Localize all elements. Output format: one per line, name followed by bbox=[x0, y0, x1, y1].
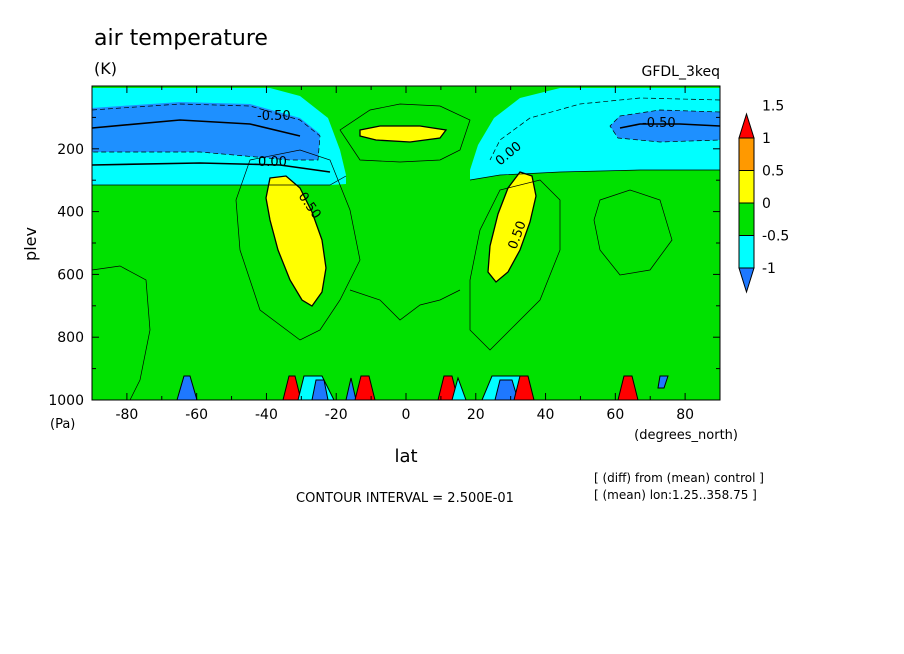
y-tick-label: 400 bbox=[57, 205, 84, 221]
x-tick-label: 60 bbox=[606, 407, 624, 423]
colorbar-segment bbox=[738, 202, 755, 236]
x-tick-label: -40 bbox=[255, 407, 278, 423]
colorbar-max-cap bbox=[738, 112, 755, 139]
contour-thin-5 bbox=[91, 265, 151, 401]
colorbar-label: -1 bbox=[762, 261, 776, 277]
contour-thin-3 bbox=[469, 179, 561, 351]
chart-title: air temperature bbox=[94, 26, 268, 51]
colorbar-segment bbox=[738, 137, 755, 171]
warm-anomaly-nh bbox=[487, 171, 537, 283]
y-tick-label: 600 bbox=[57, 267, 84, 283]
cold-core-nh bbox=[610, 110, 720, 142]
x-tick-label: 40 bbox=[537, 407, 555, 423]
contour-thin-1 bbox=[235, 149, 361, 341]
contour-dashed-sh bbox=[91, 103, 321, 161]
x-tick-label: -20 bbox=[325, 407, 348, 423]
x-tick-label: 80 bbox=[676, 407, 694, 423]
x-tick-label: 0 bbox=[402, 407, 411, 423]
colorbar-label: 0.5 bbox=[762, 164, 784, 180]
contour-label: 0.00 bbox=[258, 155, 287, 170]
y-tick-label: 1000 bbox=[48, 393, 84, 409]
surface-cold-5 bbox=[657, 375, 669, 389]
contour-thin-2 bbox=[339, 103, 471, 163]
colorbar-segment bbox=[738, 235, 755, 269]
contour-lines bbox=[91, 97, 721, 401]
colorbar-label: 1 bbox=[762, 131, 771, 147]
contour-zero-nh bbox=[469, 169, 720, 181]
colorbar-label: 1.5 bbox=[762, 99, 784, 115]
contour-dashed-nh bbox=[609, 109, 721, 143]
y-tick-label: 200 bbox=[57, 142, 84, 158]
x-axis-label: lat bbox=[394, 446, 417, 467]
y-axis-label: plev bbox=[21, 227, 40, 261]
note-mean: [ (mean) lon:1.25..358.75 ] bbox=[594, 488, 757, 502]
x-axis: -80 -60 -40 -20 0 20 40 60 80 bbox=[91, 86, 721, 423]
labeled-contours bbox=[91, 119, 721, 173]
dataset-label: GFDL_3keq bbox=[642, 64, 721, 80]
contour-zero-sh bbox=[92, 175, 347, 186]
note-diff: [ (diff) from (mean) control ] bbox=[594, 471, 764, 485]
x-tick-label: -60 bbox=[185, 407, 208, 423]
contour-dashed-nh-2 bbox=[489, 97, 721, 161]
contour-label: -0.50 bbox=[642, 116, 676, 131]
chart-units: (K) bbox=[94, 59, 117, 78]
y-axis-units: (Pa) bbox=[50, 417, 75, 432]
y-tick-label: 800 bbox=[57, 330, 84, 346]
x-tick-label: -80 bbox=[115, 407, 138, 423]
y-axis: 200 400 600 800 1000 bbox=[48, 116, 720, 409]
contour-minus-half-nh bbox=[619, 123, 721, 129]
x-axis-units: (degrees_north) bbox=[634, 428, 738, 443]
colorbar-min-cap bbox=[738, 267, 755, 294]
colorbar: -1 -0.5 0 0.5 1 1.5 bbox=[738, 99, 789, 294]
contour-label: -0.50 bbox=[257, 109, 291, 124]
contour-interval: CONTOUR INTERVAL = 2.500E-01 bbox=[296, 491, 514, 506]
colorbar-label: 0 bbox=[762, 196, 771, 212]
cold-core-sh bbox=[92, 102, 320, 160]
contour-minus-half-sh bbox=[91, 119, 301, 137]
warm-anomaly-sh bbox=[265, 175, 327, 307]
colorbar-label: -0.5 bbox=[762, 229, 789, 245]
contour-zero-bold-sh bbox=[91, 162, 331, 173]
contour-thin-6 bbox=[349, 289, 461, 321]
warm-anomaly-equator bbox=[359, 125, 448, 143]
contour-thin-4 bbox=[593, 189, 673, 276]
colorbar-segment bbox=[738, 170, 755, 204]
x-tick-label: 20 bbox=[467, 407, 485, 423]
